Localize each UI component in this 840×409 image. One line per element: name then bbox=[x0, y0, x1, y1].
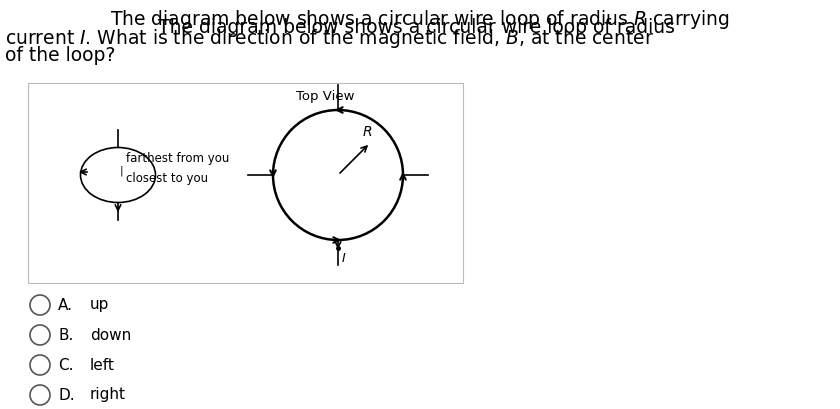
Text: of the loop?: of the loop? bbox=[5, 46, 115, 65]
Circle shape bbox=[30, 295, 50, 315]
Text: The diagram below shows a circular wire loop of radius $R$ carrying: The diagram below shows a circular wire … bbox=[110, 8, 730, 31]
Text: The diagram below shows a circular wire loop of radius: The diagram below shows a circular wire … bbox=[159, 18, 681, 37]
Text: right: right bbox=[90, 387, 126, 402]
Text: left: left bbox=[90, 357, 115, 373]
Circle shape bbox=[30, 385, 50, 405]
Circle shape bbox=[30, 355, 50, 375]
Text: down: down bbox=[90, 328, 131, 342]
Bar bbox=[28, 83, 463, 283]
Text: R: R bbox=[362, 125, 372, 139]
Text: current $I$. What is the direction of the magnetic field, $B$, at the center: current $I$. What is the direction of th… bbox=[5, 27, 654, 50]
Circle shape bbox=[30, 325, 50, 345]
Text: Top View: Top View bbox=[296, 90, 354, 103]
Text: D.: D. bbox=[58, 387, 75, 402]
Circle shape bbox=[273, 110, 403, 240]
Text: I: I bbox=[342, 252, 346, 265]
Text: closest to you: closest to you bbox=[126, 172, 208, 185]
Text: C.: C. bbox=[58, 357, 74, 373]
Ellipse shape bbox=[81, 148, 155, 202]
Text: farthest from you: farthest from you bbox=[126, 152, 229, 165]
Text: |: | bbox=[120, 165, 123, 175]
Text: B.: B. bbox=[58, 328, 73, 342]
Text: A.: A. bbox=[58, 297, 73, 312]
Text: up: up bbox=[90, 297, 109, 312]
